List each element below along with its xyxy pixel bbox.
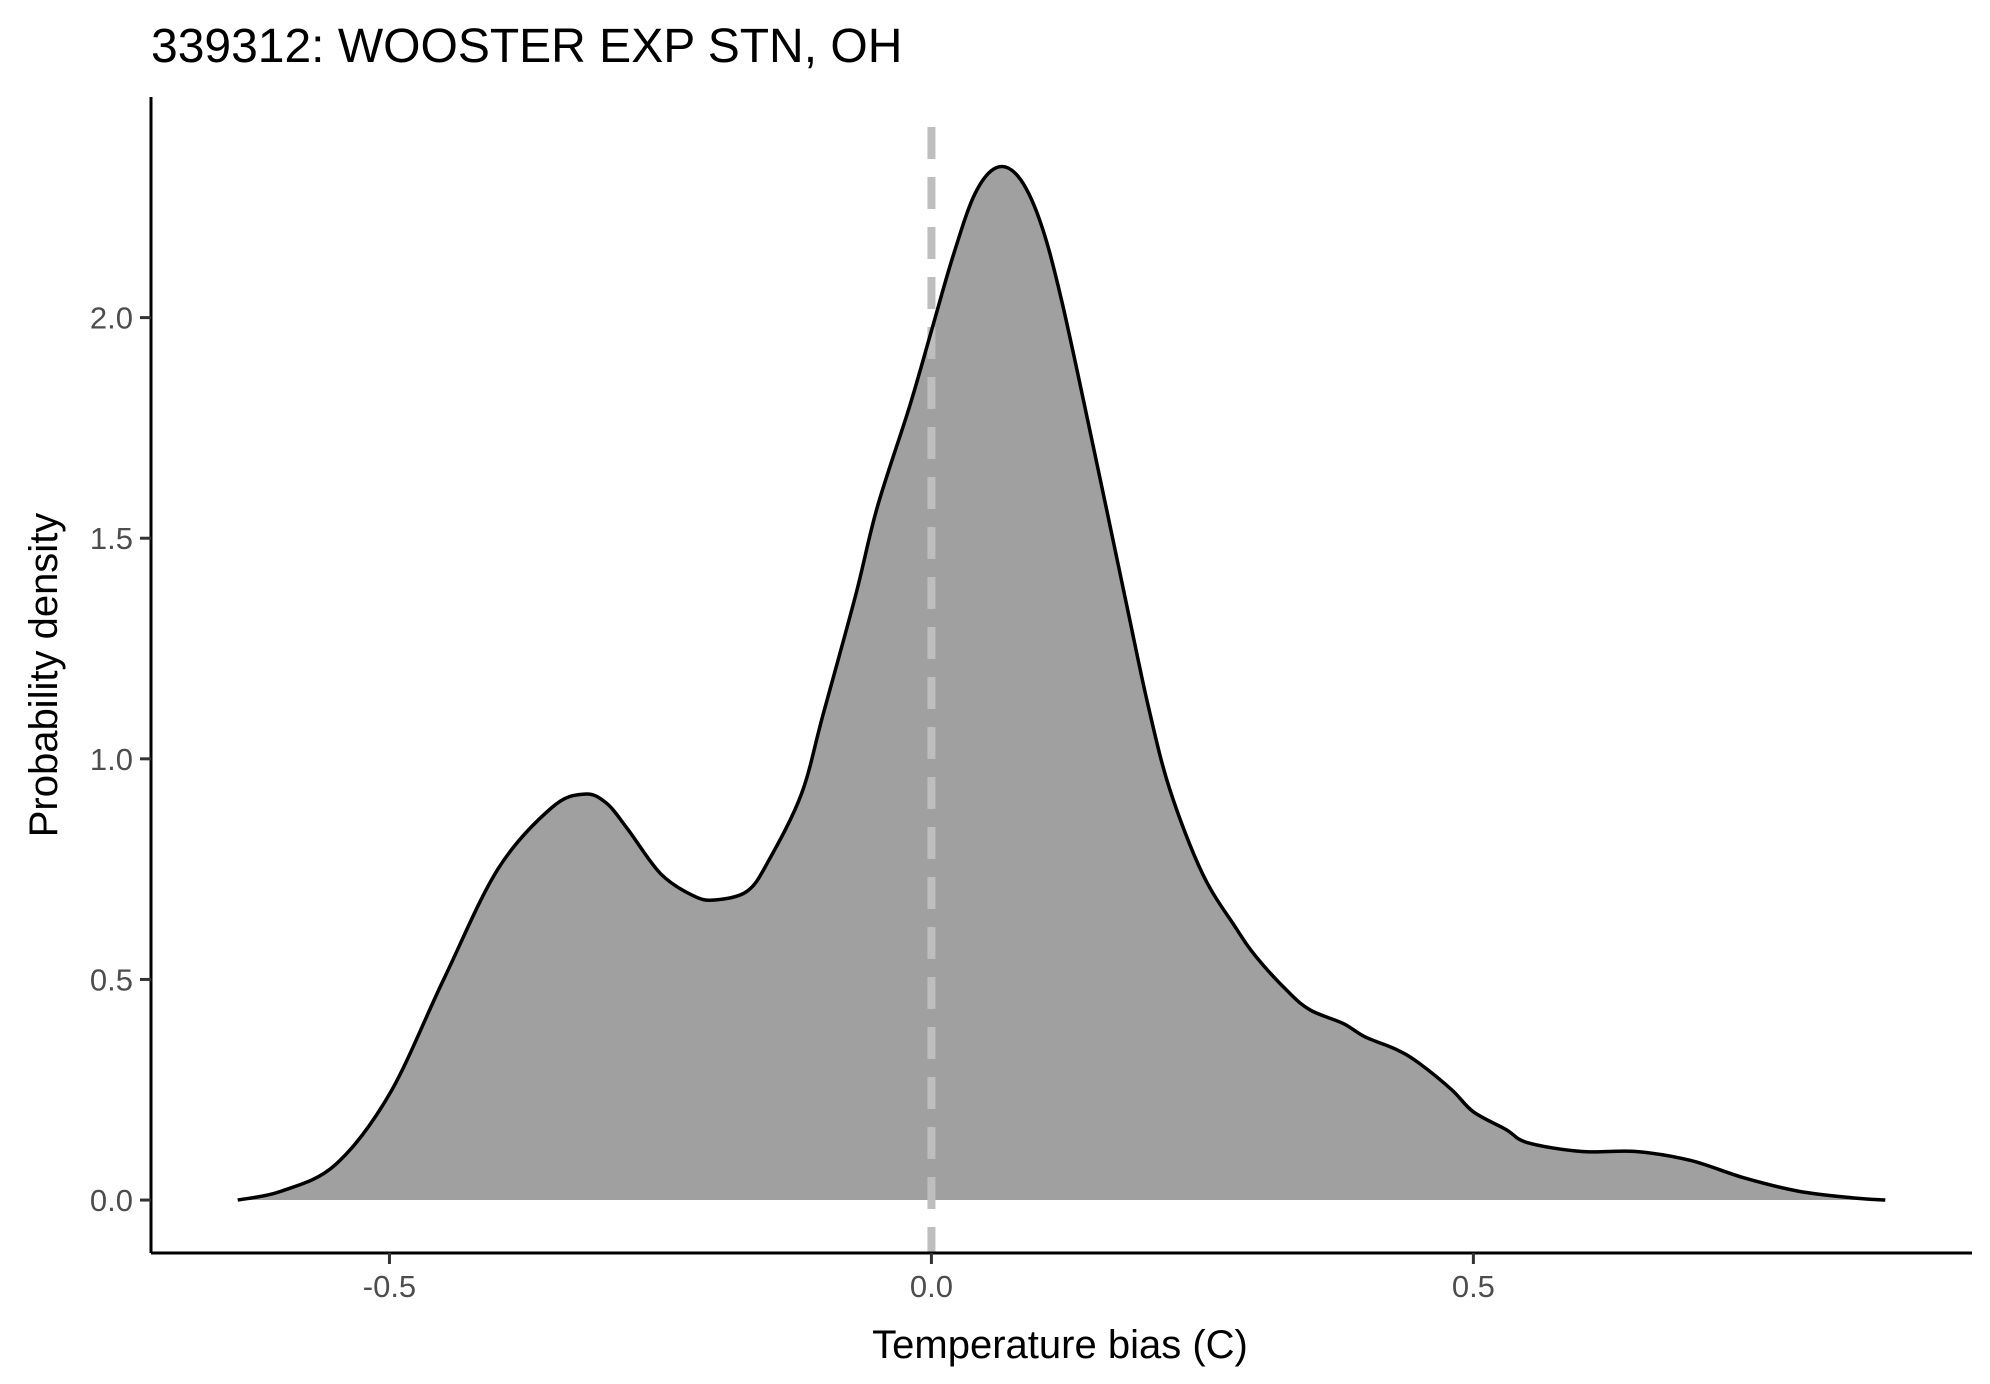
- x-axis-ticks: -0.5 0.0 0.5: [363, 1253, 1495, 1304]
- x-tick-label: -0.5: [363, 1269, 416, 1304]
- x-axis-title: Temperature bias (C): [872, 1323, 1248, 1367]
- y-tick-label: 2.0: [90, 301, 133, 336]
- axes: -0.5 0.0 0.5 0.0 0.5 1.0 1.5 2.0: [90, 97, 1972, 1304]
- y-tick-label: 1.0: [90, 742, 133, 777]
- x-tick-label: 0.5: [1452, 1269, 1495, 1304]
- y-axis-title: Probability density: [22, 513, 66, 838]
- chart-title: 339312: WOOSTER EXP STN, OH: [151, 20, 902, 73]
- plot-area: [237, 127, 1886, 1253]
- y-axis-ticks: 0.0 0.5 1.0 1.5 2.0: [90, 301, 151, 1218]
- x-tick-label: 0.0: [910, 1269, 953, 1304]
- density-area: [237, 166, 1886, 1201]
- y-tick-label: 0.5: [90, 962, 133, 997]
- density-curve: [237, 164, 1886, 1202]
- y-tick-label: 1.5: [90, 521, 133, 556]
- y-tick-label: 0.0: [90, 1183, 133, 1218]
